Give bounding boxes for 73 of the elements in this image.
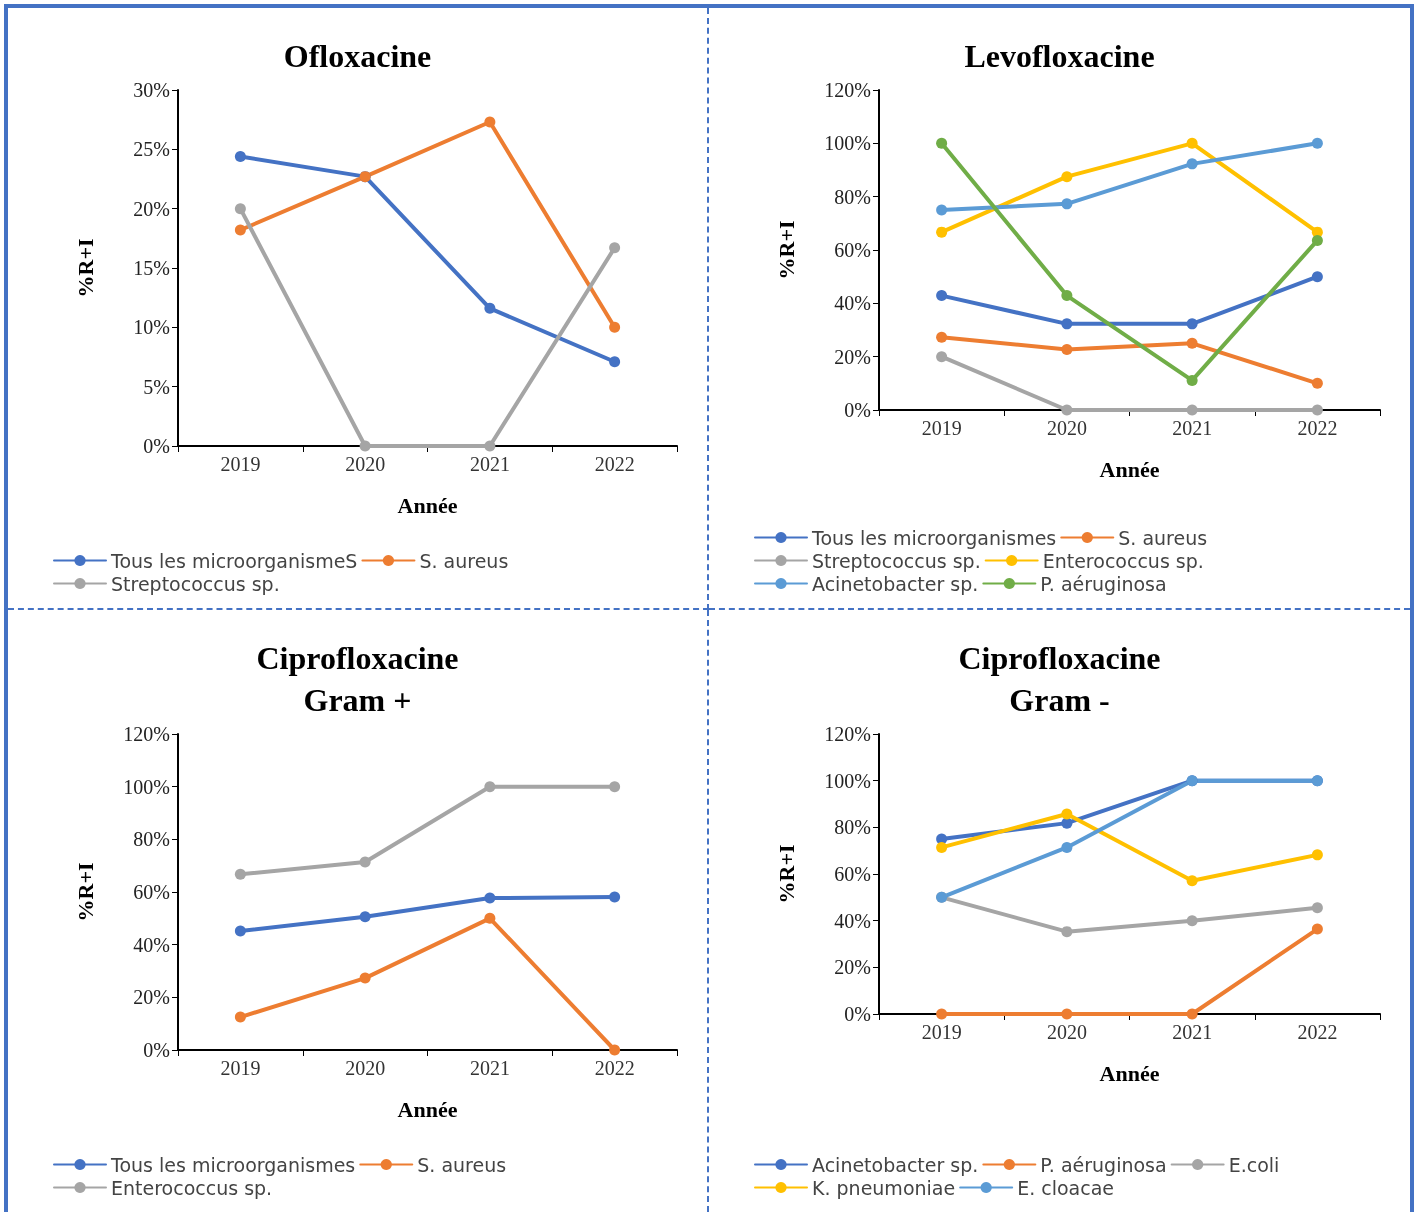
- chart-title: Levofloxacine: [964, 38, 1155, 74]
- chart-title: Ciprofloxacine Gram -: [958, 640, 1161, 718]
- y-tick-label: 20%: [834, 345, 871, 368]
- y-tick-label: 20%: [133, 986, 170, 1009]
- y-tick-label: 15%: [133, 257, 170, 279]
- y-axis-title: %R+I: [72, 862, 98, 922]
- y-tick-label: 100%: [824, 132, 871, 155]
- y-tick-label: 40%: [834, 909, 871, 932]
- legend-label: E. cloacae: [1017, 1176, 1115, 1199]
- x-tick-label: 2020: [1046, 1021, 1087, 1043]
- y-tick-label: 120%: [824, 79, 871, 101]
- legend-label: Tous les microorganismeS: [110, 549, 358, 572]
- x-tick-label: 2020: [345, 1057, 386, 1079]
- y-tick-label: 120%: [123, 723, 170, 745]
- x-axis-title: Année: [397, 1096, 458, 1122]
- legend-label: Streptococcus sp.: [812, 549, 981, 572]
- legend-label: P. aéruginosa: [1040, 572, 1167, 595]
- x-tick-label: 2021: [1172, 417, 1213, 439]
- legend-label: P. aéruginosa: [1040, 1153, 1167, 1176]
- y-axis-title: %R+I: [72, 238, 98, 298]
- x-tick-label: 2019: [220, 1057, 261, 1079]
- x-tick-label: 2019: [220, 453, 261, 475]
- y-tick-label: 80%: [834, 816, 871, 839]
- legend-label: Enterococcus sp.: [111, 1176, 273, 1199]
- x-axis-title: Année: [1099, 1060, 1160, 1086]
- x-tick-label: 2021: [469, 1057, 510, 1079]
- y-tick-label: 80%: [834, 185, 871, 208]
- x-tick-label: 2020: [345, 453, 386, 475]
- y-tick-label: 0%: [143, 1039, 170, 1061]
- y-tick-label: 5%: [143, 375, 170, 398]
- legend-label: Tous les microorganismes: [811, 526, 1057, 549]
- legend-label: S. aureus: [419, 549, 509, 572]
- legend-label: Enterococcus sp.: [1042, 549, 1204, 572]
- chart-title: Ciprofloxacine Gram +: [256, 640, 459, 718]
- y-tick-label: 40%: [133, 933, 170, 956]
- y-tick-label: 0%: [143, 435, 170, 457]
- x-tick-label: 2020: [1046, 417, 1087, 439]
- legend-label: S. aureus: [1118, 526, 1208, 549]
- legend-label: K. pneumoniae: [812, 1176, 956, 1199]
- y-tick-label: 60%: [834, 863, 871, 885]
- legend-label: Tous les microorganismes: [110, 1153, 356, 1176]
- chart-title: Ofloxacine: [283, 38, 432, 74]
- x-tick-label: 2019: [921, 1021, 962, 1043]
- y-tick-label: 120%: [824, 723, 871, 745]
- y-tick-label: 60%: [834, 239, 871, 261]
- x-tick-label: 2022: [1297, 417, 1338, 439]
- y-tick-label: 80%: [133, 828, 170, 851]
- legend-label: Streptococcus sp.: [111, 572, 280, 595]
- legend-label: Acinetobacter sp.: [812, 572, 979, 595]
- y-axis-title: %R+I: [773, 844, 799, 904]
- y-tick-label: 20%: [834, 956, 871, 979]
- x-tick-label: 2022: [594, 453, 635, 475]
- x-tick-label: 2021: [1172, 1021, 1213, 1043]
- y-tick-label: 25%: [133, 138, 170, 161]
- y-axis-title: %R+I: [773, 220, 799, 280]
- x-tick-label: 2022: [594, 1057, 635, 1079]
- y-tick-label: 10%: [133, 316, 170, 339]
- x-tick-label: 2021: [469, 453, 510, 475]
- x-tick-label: 2019: [921, 417, 962, 439]
- legend-label: E.coli: [1228, 1153, 1280, 1176]
- y-tick-label: 40%: [834, 292, 871, 315]
- y-tick-label: 60%: [133, 881, 170, 903]
- x-axis-title: Année: [397, 492, 458, 518]
- y-tick-label: 30%: [133, 79, 170, 101]
- legend-label: Acinetobacter sp.: [812, 1153, 979, 1176]
- y-tick-label: 20%: [133, 197, 170, 220]
- y-tick-label: 0%: [844, 1003, 871, 1025]
- x-axis-title: Année: [1099, 456, 1160, 482]
- x-tick-label: 2022: [1297, 1021, 1338, 1043]
- y-tick-label: 0%: [844, 399, 871, 421]
- y-tick-label: 100%: [123, 775, 170, 798]
- legend-label: S. aureus: [417, 1153, 507, 1176]
- y-tick-label: 100%: [824, 769, 871, 792]
